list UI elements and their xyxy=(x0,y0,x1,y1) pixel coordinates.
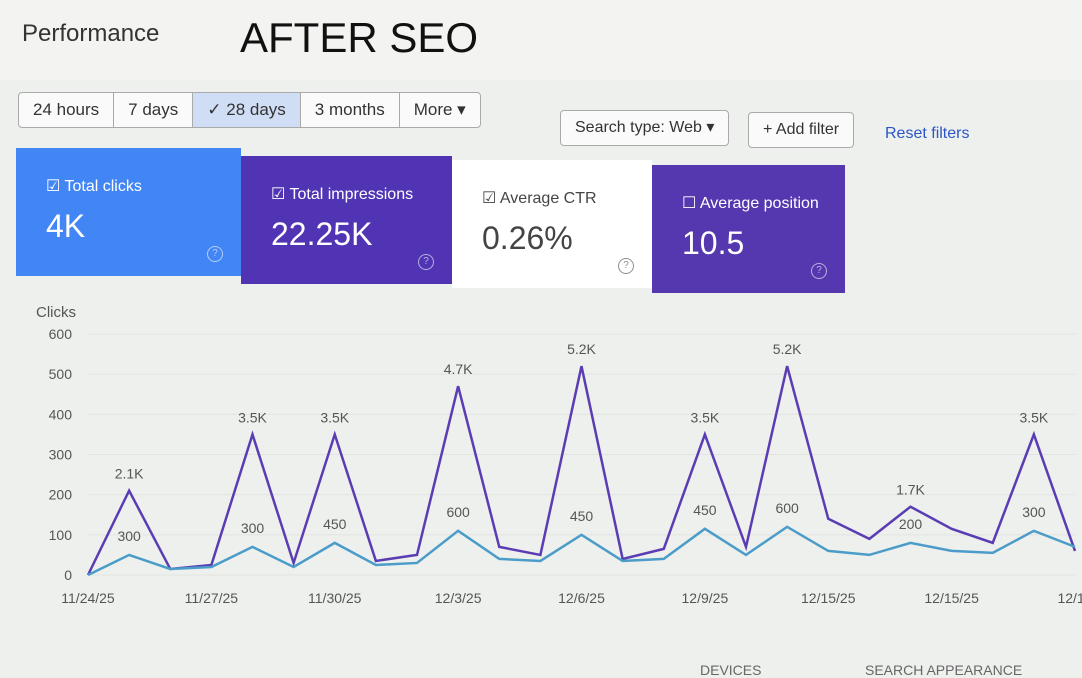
metric-label-text: Total clicks xyxy=(64,178,142,195)
data-label: 2.1K xyxy=(115,466,144,482)
metric-value: 10.5 xyxy=(682,225,745,261)
chart: Clicks 0 100 200 300 400 500 600 11/24/25 11/27/2… xyxy=(36,304,1082,606)
data-label: 3.5K xyxy=(690,409,719,425)
metric-label: ☑ Total impressions xyxy=(271,184,413,204)
x-tick-label: 12/6/25 xyxy=(558,590,605,606)
data-label: 5.2K xyxy=(567,341,596,357)
range-selector: 24 hours 7 days ✓ 28 days 3 months More ▾ xyxy=(18,92,481,128)
checkbox: ☑ xyxy=(271,186,290,203)
metric-value: 22.25K xyxy=(271,216,373,252)
y-tick-label: 100 xyxy=(49,527,73,543)
x-tick-label: 11/30/25 xyxy=(308,590,362,606)
series-line xyxy=(87,525,1076,577)
metric-label: ☑ Average CTR xyxy=(482,188,597,208)
add-filter-label: Add filter xyxy=(775,121,840,138)
metric-card[interactable]: ☑ Total clicks 4K? xyxy=(16,148,241,276)
search-type[interactable]: Search type: Web ▾ xyxy=(560,110,730,146)
series-line xyxy=(86,365,1077,576)
range-option[interactable]: ✓ 28 days xyxy=(193,93,301,127)
annotation: 600 xyxy=(775,500,799,516)
metric-card[interactable]: ☑ Total impressions 22.25K? xyxy=(241,156,452,284)
metric-label-text: Average position xyxy=(699,195,819,212)
checkbox: ☑ xyxy=(46,178,65,195)
metric-label-text: Average CTR xyxy=(499,190,597,207)
data-label: 3.5K xyxy=(320,409,349,425)
search-type-label: Search type: Web xyxy=(575,119,702,136)
y-tick-label: 200 xyxy=(49,487,73,503)
metric-card[interactable]: ☐ Average position 10.5? xyxy=(652,165,845,293)
annotation: 200 xyxy=(899,516,923,532)
x-tick-label: 12/3/25 xyxy=(435,590,482,606)
annotation: 300 xyxy=(241,520,265,536)
metric-value: 4K xyxy=(46,208,86,244)
tab[interactable]: SEARCH APPEARANCE xyxy=(865,662,1023,678)
tab[interactable]: DEVICES xyxy=(700,662,762,678)
y-tick-label: 300 xyxy=(49,447,73,463)
annotation: 300 xyxy=(117,528,141,544)
page-title: Performance xyxy=(22,20,160,47)
overlay-text: AFTER SEO xyxy=(240,14,479,61)
x-tick-label: 11/27/25 xyxy=(185,590,239,606)
metric-value: 0.26% xyxy=(482,220,573,256)
annotation: 600 xyxy=(446,504,470,520)
x-tick-label: 12/15/25 xyxy=(924,590,979,606)
y-tick-label: 500 xyxy=(49,366,73,382)
metric-card[interactable]: ☑ Average CTR 0.26%? xyxy=(452,160,652,288)
help-icon: ? xyxy=(418,254,434,270)
x-tick-label: 11/24/25 xyxy=(61,590,115,606)
x-tick-label: 12/18 xyxy=(1057,590,1082,606)
metric-label: ☑ Total clicks xyxy=(46,176,142,196)
range-option[interactable]: 24 hours xyxy=(19,93,115,127)
data-label: 1.7K xyxy=(896,482,925,498)
annotation: 300 xyxy=(1022,504,1046,520)
checkbox: ☑ xyxy=(482,190,500,207)
add-filter[interactable]: + Add filter xyxy=(748,112,855,148)
range-option[interactable]: More ▾ xyxy=(413,100,466,119)
x-tick-label: 12/15/25 xyxy=(801,590,856,606)
help-icon: ? xyxy=(207,246,223,262)
data-label: 5.2K xyxy=(773,341,802,357)
header xyxy=(0,0,1082,80)
data-label: 3.5K xyxy=(1019,409,1048,425)
metric-label-text: Total impressions xyxy=(289,186,414,203)
y-tick-label: 600 xyxy=(49,326,73,342)
x-tick-label: 12/9/25 xyxy=(682,590,729,606)
y-axis-label: Clicks xyxy=(36,304,76,321)
annotation: 450 xyxy=(323,516,347,532)
help-icon: ? xyxy=(618,258,634,274)
annotation: 450 xyxy=(693,502,717,518)
annotation: 450 xyxy=(570,508,594,524)
y-tick-label: 400 xyxy=(49,406,73,422)
range-option[interactable]: 3 months xyxy=(301,93,400,127)
y-tick-label: 0 xyxy=(64,567,72,583)
data-label: 4.7K xyxy=(444,361,473,377)
reset-filters[interactable]: Reset filters xyxy=(885,125,970,142)
help-icon: ? xyxy=(811,263,827,279)
checkbox: ☐ xyxy=(682,195,700,212)
metric-label: ☐ Average position xyxy=(682,193,819,213)
data-label: 3.5K xyxy=(238,409,267,425)
range-option[interactable]: 7 days xyxy=(114,93,194,127)
